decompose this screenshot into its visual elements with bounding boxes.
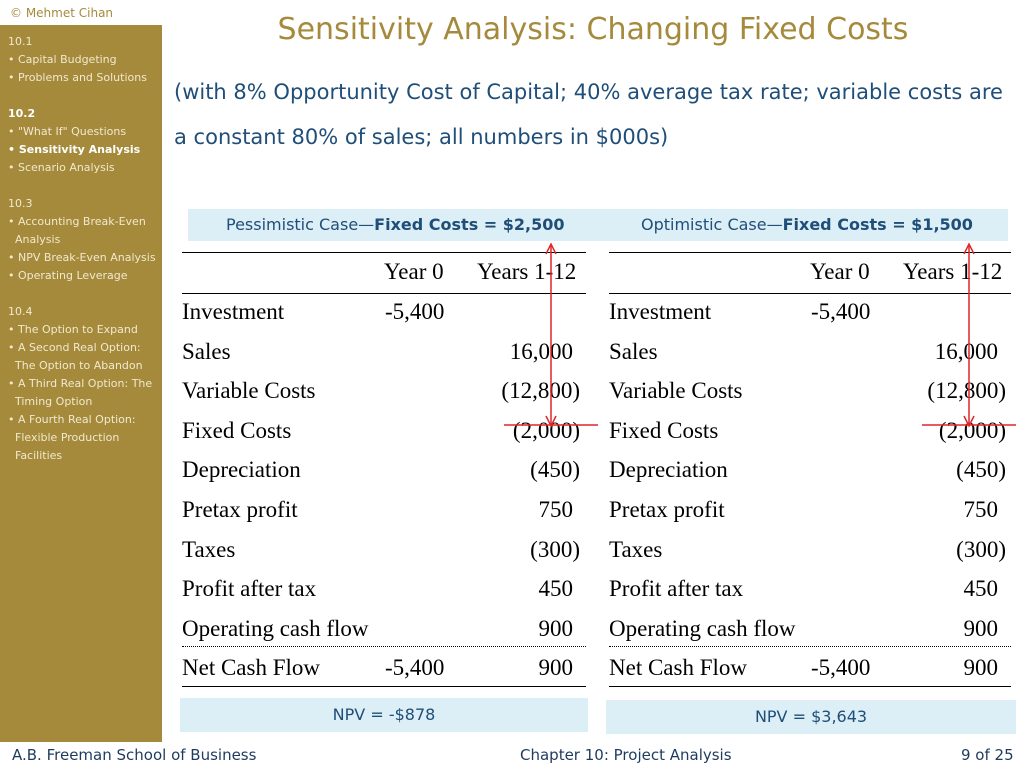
row-label: Depreciation [182, 457, 301, 483]
header-year0: Year 0 [384, 259, 444, 284]
sidebar-nav-list: 10.1 • Capital Budgeting • Problems and … [8, 33, 158, 465]
pessimistic-npv: NPV = -$878 [180, 698, 588, 732]
row-label: Taxes [609, 536, 663, 562]
row-label: Sales [609, 338, 658, 364]
row-years-value: 900 [538, 655, 574, 681]
row-label: Pretax profit [609, 497, 725, 522]
nav-item-option-to-abandon[interactable]: • A Second Real Option: The Option to Ab… [8, 341, 143, 372]
row-year0-value: -5,400 [385, 655, 445, 681]
row-years-value: 900 [538, 615, 574, 641]
row-years-value: (450) [956, 457, 1006, 483]
row-label: Fixed Costs [609, 417, 719, 443]
row-years-value: 900 [963, 615, 999, 641]
footer-chapter: Chapter 10: Project Analysis [520, 746, 732, 764]
row-label: Depreciation [609, 457, 728, 483]
row-label: Sales [182, 338, 231, 364]
row-year0-value: -5,400 [385, 299, 445, 324]
row-label: Operating cash flow [609, 615, 796, 641]
nav-item-npv-break-even[interactable]: • NPV Break-Even Analysis [8, 251, 156, 264]
nav-item-what-if[interactable]: • "What If" Questions [8, 125, 127, 138]
row-years-value: (2,000) [512, 417, 580, 443]
nav-section-10-2[interactable]: 10.2 [8, 107, 36, 120]
copyright: © Mehmet Cihan [0, 0, 162, 25]
row-years-value: 16,000 [934, 338, 998, 364]
row-years-value: 750 [963, 497, 999, 522]
nav-item-accounting-break-even[interactable]: • Accounting Break-Even Analysis [8, 215, 146, 246]
page-subtitle: (with 8% Opportunity Cost of Capital; 40… [174, 80, 1003, 149]
row-years-value: (2,000) [938, 417, 1006, 443]
footer-page-number: 9 of 25 [961, 746, 1014, 764]
header-years: Years 1-12 [477, 259, 577, 284]
row-label: Investment [182, 299, 285, 324]
nav-section-10-4[interactable]: 10.4 [8, 305, 33, 318]
row-years-value: (300) [530, 536, 580, 562]
nav-item-option-to-expand[interactable]: • The Option to Expand [8, 323, 138, 336]
row-label: Fixed Costs [182, 417, 292, 443]
page-title: Sensitivity Analysis: Changing Fixed Cos… [277, 12, 909, 47]
nav-item-scenario-analysis[interactable]: • Scenario Analysis [8, 161, 115, 174]
row-label: Profit after tax [182, 576, 317, 602]
row-years-value: 16,000 [509, 338, 573, 364]
row-years-value: (12,800) [927, 378, 1006, 404]
row-year0-value: -5,400 [811, 655, 871, 681]
row-years-value: 750 [538, 497, 574, 522]
header-year0: Year 0 [810, 259, 870, 284]
pessimistic-case-label: Pessimistic Case—Fixed Costs = $2,500 [226, 215, 565, 234]
row-label: Operating cash flow [182, 615, 369, 641]
row-years-value: 900 [963, 655, 999, 681]
row-label: Variable Costs [609, 378, 743, 404]
nav-item-sensitivity-analysis[interactable]: • Sensitivity Analysis [8, 143, 141, 156]
case-header-band: Pessimistic Case—Fixed Costs = $2,500 Op… [188, 209, 1008, 241]
row-label: Taxes [182, 536, 236, 562]
row-label: Investment [609, 299, 712, 324]
nav-section-10-1[interactable]: 10.1 [8, 35, 33, 48]
footer-school: A.B. Freeman School of Business [12, 746, 257, 764]
optimistic-case-label: Optimistic Case—Fixed Costs = $1,500 [641, 215, 973, 234]
nav-item-operating-leverage[interactable]: • Operating Leverage [8, 269, 128, 282]
pessimistic-table: Year 0 Years 1-12 Investment -5,400 Sales 1… [182, 252, 586, 688]
nav-item-capital-budgeting[interactable]: • Capital Budgeting [8, 53, 117, 66]
nav-item-flexible-production[interactable]: • A Fourth Real Option: Flexible Product… [8, 413, 136, 462]
row-years-value: 450 [538, 576, 574, 602]
sidebar-nav: 10.1 • Capital Budgeting • Problems and … [0, 25, 162, 742]
optimistic-npv: NPV = $3,643 [606, 700, 1016, 734]
nav-section-10-3[interactable]: 10.3 [8, 197, 33, 210]
header-years: Years 1-12 [903, 259, 1003, 284]
row-years-value: 450 [963, 576, 999, 602]
row-year0-value: -5,400 [811, 299, 871, 324]
optimistic-table: Year 0 Years 1-12 Investment -5,400 Sales 1… [609, 252, 1011, 688]
row-label: Net Cash Flow [609, 655, 747, 681]
row-years-value: (450) [530, 457, 580, 483]
nav-item-problems-solutions[interactable]: • Problems and Solutions [8, 71, 147, 84]
row-years-value: (300) [956, 536, 1006, 562]
row-years-value: (12,800) [501, 378, 580, 404]
row-label: Variable Costs [182, 378, 316, 404]
row-label: Net Cash Flow [182, 655, 320, 681]
nav-item-timing-option[interactable]: • A Third Real Option: The Timing Option [8, 377, 153, 408]
row-label: Profit after tax [609, 576, 744, 602]
row-label: Pretax profit [182, 497, 298, 522]
